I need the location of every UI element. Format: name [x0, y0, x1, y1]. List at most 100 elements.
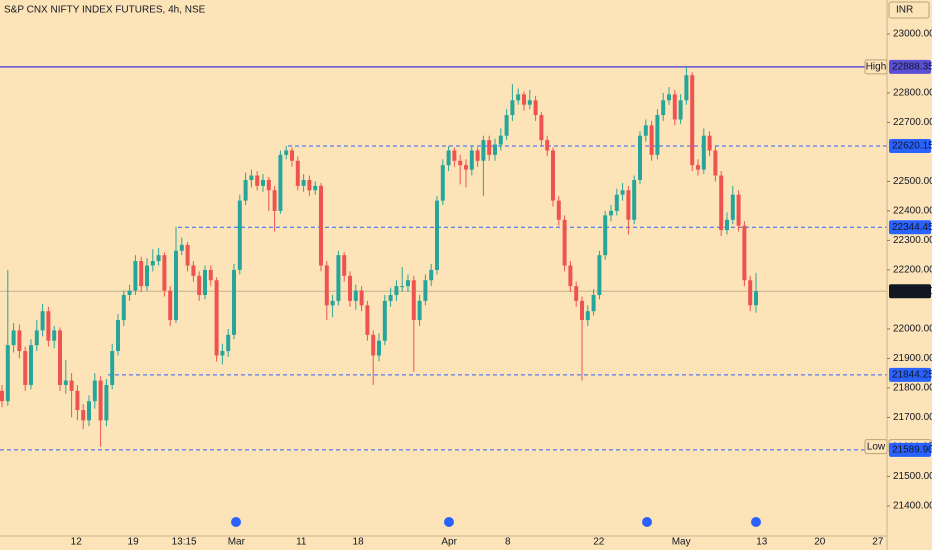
candle-body	[649, 125, 654, 155]
candle-body	[278, 154, 283, 211]
candle-body	[597, 255, 602, 295]
candle-body	[121, 294, 126, 321]
candle-body	[736, 194, 741, 226]
level-label: 22888.35	[892, 62, 932, 73]
y-tick-label: 22300.00	[893, 235, 932, 246]
candle-body	[748, 280, 753, 306]
candle-body	[301, 179, 306, 186]
candle-body	[5, 345, 10, 402]
candle-body	[255, 175, 260, 186]
candle-body	[313, 185, 318, 191]
x-tick-label: Apr	[441, 537, 457, 548]
x-tick-label: 27	[872, 537, 884, 548]
candle-body	[684, 75, 689, 101]
candle-body	[52, 330, 57, 341]
candle-body	[504, 115, 509, 136]
candle-body	[701, 135, 706, 170]
level-label: 22344.45	[892, 222, 932, 233]
x-tick-label: 12	[71, 537, 83, 548]
event-icon[interactable]	[231, 517, 241, 527]
candle-body	[498, 135, 503, 145]
chart-title: S&P CNX NIFTY INDEX FUTURES, 4h, NSE	[4, 5, 206, 16]
y-tick-label: 21900.00	[893, 353, 932, 364]
candle-body	[249, 175, 254, 180]
candle-body	[58, 330, 62, 385]
candle-body	[406, 280, 410, 287]
candle-body	[208, 269, 213, 281]
candle-body	[69, 380, 74, 391]
level-label-box	[889, 220, 931, 235]
candle-body	[34, 330, 39, 346]
candle-body	[614, 194, 619, 211]
currency[interactable]: INR	[896, 5, 913, 16]
y-tick-label: 22000.00	[893, 324, 932, 335]
candle-body	[730, 194, 735, 220]
x-tick-label: 13:15	[172, 537, 197, 548]
y-tick-label: 21400.00	[893, 501, 932, 512]
level-tag: High	[866, 62, 887, 73]
candle-body	[609, 210, 613, 216]
event-icon[interactable]	[444, 517, 454, 527]
x-tick-label: 13	[756, 537, 768, 548]
candle-body	[533, 100, 538, 116]
candle-body	[237, 200, 242, 270]
currency-box[interactable]	[888, 1, 930, 19]
candle-body	[359, 290, 364, 306]
candle-body	[371, 334, 376, 356]
candle-body	[243, 179, 248, 201]
candle-body	[539, 115, 544, 141]
candle-body	[348, 275, 352, 301]
candle-body	[580, 300, 584, 321]
candle-body	[626, 190, 631, 220]
candle-body	[400, 286, 405, 288]
level-tag: Low	[867, 441, 886, 452]
candle-body	[191, 265, 196, 276]
level-tag-box	[864, 59, 888, 75]
candle-body	[226, 334, 231, 352]
y-tick-label: 22200.00	[893, 265, 932, 276]
price-axis-bg	[887, 0, 932, 550]
level-label-box	[889, 367, 931, 382]
candle-body	[104, 384, 109, 421]
x-tick-label: 22	[593, 537, 605, 548]
candle-body	[458, 160, 463, 166]
candle-body	[742, 225, 747, 281]
y-tick-label: 21800.00	[893, 383, 932, 394]
candle-body	[469, 150, 474, 170]
candle-body	[522, 94, 526, 105]
candle-body	[203, 269, 207, 295]
candle-body	[435, 200, 439, 270]
y-tick-label: 22700.00	[893, 117, 932, 128]
candle-body	[423, 280, 428, 301]
candle-body	[382, 300, 387, 341]
candle-body	[707, 135, 712, 151]
candle-body	[603, 215, 608, 256]
candle-body	[643, 125, 648, 136]
level-label-box	[889, 442, 931, 457]
candle-body	[319, 185, 323, 266]
event-icon[interactable]	[751, 517, 761, 527]
level-label-box	[889, 138, 931, 153]
candle-body	[713, 150, 718, 176]
candle-body	[232, 269, 236, 335]
candle-body	[394, 286, 399, 295]
x-tick-label: 11	[296, 537, 307, 548]
candle-body	[678, 100, 683, 120]
candle-body	[481, 140, 486, 161]
candle-body	[446, 150, 451, 166]
y-tick-label: 22800.00	[893, 88, 932, 99]
candle-body	[574, 286, 579, 301]
candle-body	[330, 300, 335, 306]
candle-body	[261, 179, 265, 186]
candle-body	[556, 200, 561, 220]
candle-body	[324, 265, 329, 306]
candle-body	[591, 294, 596, 312]
candle-body	[545, 140, 550, 151]
event-icon[interactable]	[642, 517, 652, 527]
candle-body	[290, 150, 294, 161]
x-tick-label: 8	[505, 537, 511, 548]
candle-body	[284, 150, 289, 155]
candle-body	[638, 135, 642, 180]
candle-body	[754, 291, 758, 306]
